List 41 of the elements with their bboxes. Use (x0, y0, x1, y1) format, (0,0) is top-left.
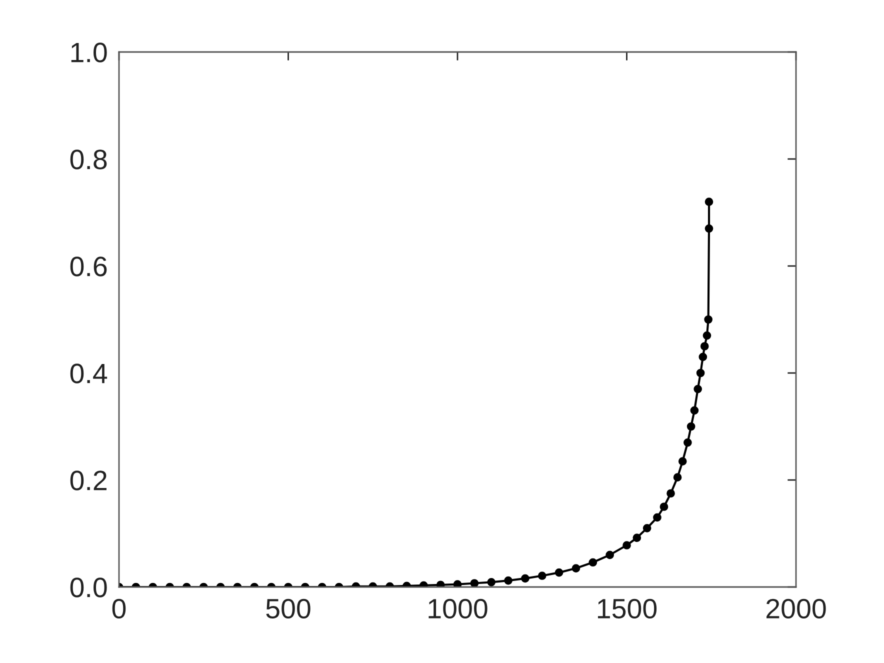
y-tick-label: 0.0 (70, 578, 107, 598)
point (686, 422, 696, 431)
y-tick-label: 0.6 (70, 256, 107, 276)
point (436, 580, 445, 587)
point (690, 406, 699, 415)
point (702, 331, 712, 340)
point (666, 489, 675, 498)
point (642, 524, 652, 532)
x-tick-label: 0 (112, 598, 126, 619)
point (470, 579, 479, 587)
point (572, 564, 580, 572)
y-tick-label: 0.8 (70, 150, 107, 170)
x-tick-label: 500 (266, 598, 310, 619)
point (660, 502, 668, 511)
y-tick-label: 0.2 (70, 470, 106, 490)
point (487, 578, 496, 586)
point (453, 580, 462, 587)
y-tick-label: 0.4 (70, 364, 108, 384)
point (684, 438, 692, 447)
point (704, 315, 712, 324)
point (554, 568, 564, 577)
point (521, 574, 530, 583)
y-tick-label: 1.0 (71, 42, 107, 62)
point (704, 198, 714, 206)
point (606, 550, 614, 560)
x-tick-label: 2000 (766, 598, 826, 619)
x-tick-label: 1000 (428, 598, 488, 619)
point (538, 572, 546, 580)
point (622, 541, 631, 550)
point (698, 352, 708, 362)
point (632, 534, 642, 542)
point (704, 224, 714, 233)
point (678, 457, 687, 466)
x-tick-label: 1500 (598, 598, 657, 619)
point (653, 513, 662, 522)
point (694, 384, 702, 394)
point (700, 342, 709, 350)
point (504, 576, 512, 585)
point (696, 368, 705, 378)
point (588, 558, 598, 567)
point (673, 473, 682, 482)
